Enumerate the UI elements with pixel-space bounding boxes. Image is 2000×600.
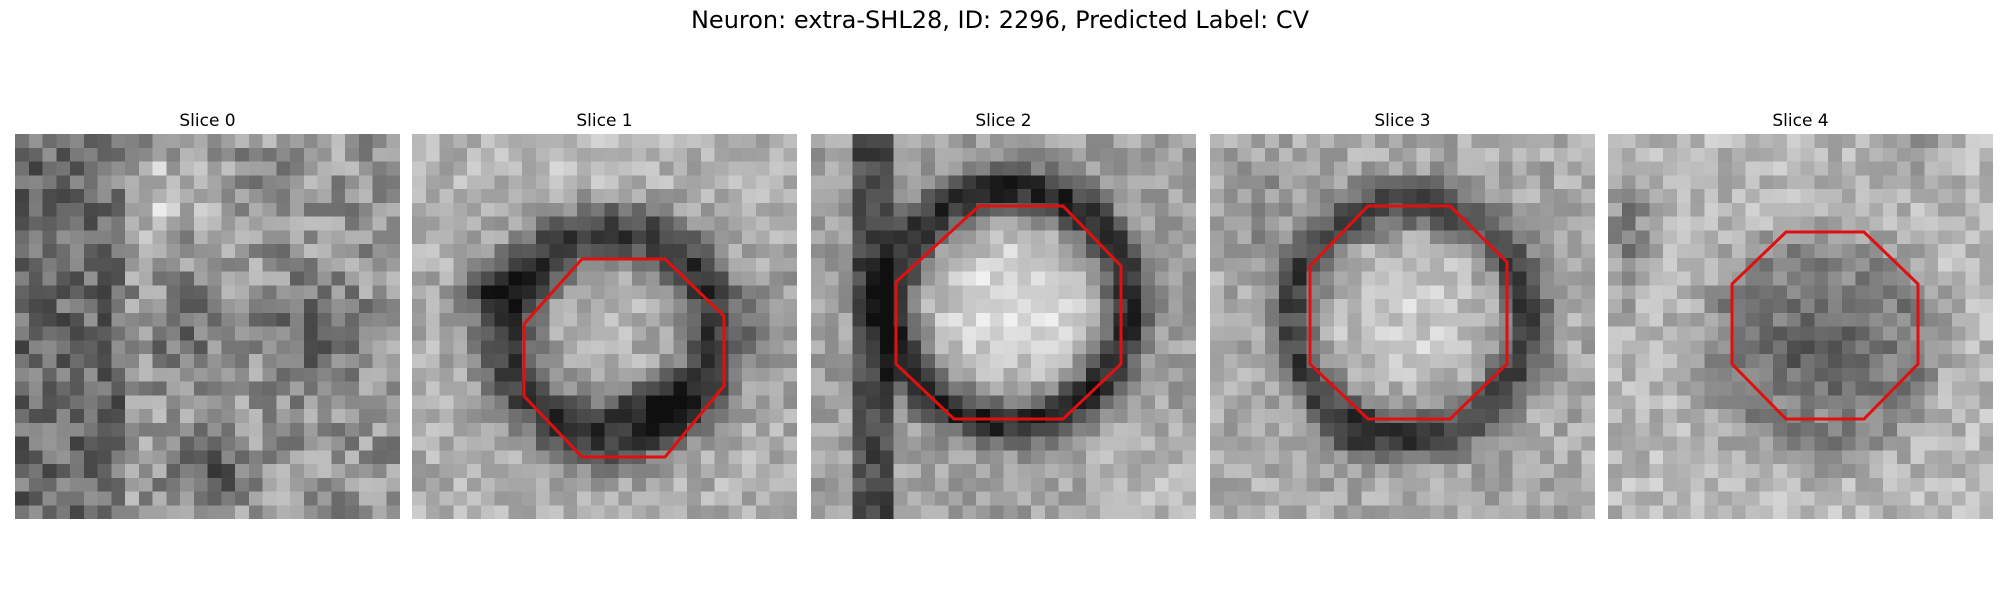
slice-panel-0: Slice 0: [15, 108, 400, 519]
slice-image-1: [412, 134, 797, 519]
slice-2-contour: [894, 204, 1123, 421]
slice-3-overlay: [1308, 204, 1509, 421]
slice-panel-4: Slice 4: [1608, 108, 1993, 519]
slice-1-contour: [522, 257, 726, 459]
slice-image-2: [811, 134, 1196, 519]
slice-image-3: [1210, 134, 1595, 519]
slice-2-grayscale: [811, 134, 1196, 519]
slice-3-grayscale: [1210, 134, 1595, 519]
slice-title-1: Slice 1: [576, 111, 633, 131]
slice-title-0: Slice 0: [179, 111, 236, 131]
slice-4-contour: [1730, 230, 1920, 421]
slice-1-grayscale: [412, 134, 797, 519]
slice-panel-2: Slice 2: [811, 108, 1196, 519]
slice-0-grayscale: [15, 134, 400, 519]
slice-1-overlay: [522, 257, 726, 459]
slice-4-overlay: [1730, 230, 1920, 421]
figure-title: Neuron: extra-SHL28, ID: 2296, Predicted…: [690, 6, 1310, 34]
slice-3-contour: [1308, 204, 1509, 421]
slice-panel-3: Slice 3: [1210, 108, 1595, 519]
slice-title-4: Slice 4: [1772, 111, 1829, 131]
slice-image-4: [1608, 134, 1993, 519]
slice-4-grayscale: [1608, 134, 1993, 519]
slice-title-3: Slice 3: [1374, 111, 1431, 131]
slice-2-overlay: [894, 204, 1123, 421]
slice-image-0: [15, 134, 400, 519]
slice-title-2: Slice 2: [975, 111, 1032, 131]
slice-panel-1: Slice 1: [412, 108, 797, 519]
